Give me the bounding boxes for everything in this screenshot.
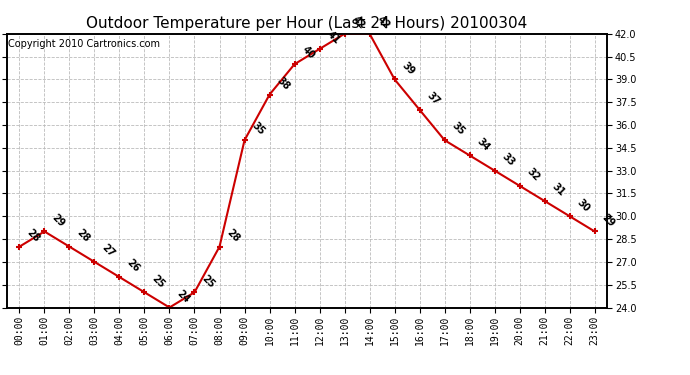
Text: 26: 26 <box>125 258 141 274</box>
Text: 29: 29 <box>600 212 617 229</box>
Text: 34: 34 <box>475 136 492 153</box>
Text: 38: 38 <box>275 75 292 92</box>
Text: 42: 42 <box>375 14 392 31</box>
Text: 32: 32 <box>525 166 542 183</box>
Text: 42: 42 <box>350 14 367 31</box>
Text: 24: 24 <box>175 288 192 305</box>
Text: 39: 39 <box>400 60 417 76</box>
Text: 40: 40 <box>300 45 317 62</box>
Text: 31: 31 <box>550 182 567 198</box>
Text: 28: 28 <box>225 227 241 244</box>
Text: 35: 35 <box>250 121 267 137</box>
Title: Outdoor Temperature per Hour (Last 24 Hours) 20100304: Outdoor Temperature per Hour (Last 24 Ho… <box>86 16 528 31</box>
Text: 30: 30 <box>575 197 592 213</box>
Text: 27: 27 <box>100 243 117 259</box>
Text: 28: 28 <box>75 227 92 244</box>
Text: 28: 28 <box>25 227 41 244</box>
Text: 37: 37 <box>425 90 442 107</box>
Text: 35: 35 <box>450 121 467 137</box>
Text: Copyright 2010 Cartronics.com: Copyright 2010 Cartronics.com <box>8 39 160 49</box>
Text: 33: 33 <box>500 151 517 168</box>
Text: 41: 41 <box>325 30 342 46</box>
Text: 25: 25 <box>200 273 217 290</box>
Text: 25: 25 <box>150 273 167 290</box>
Text: 29: 29 <box>50 212 67 229</box>
